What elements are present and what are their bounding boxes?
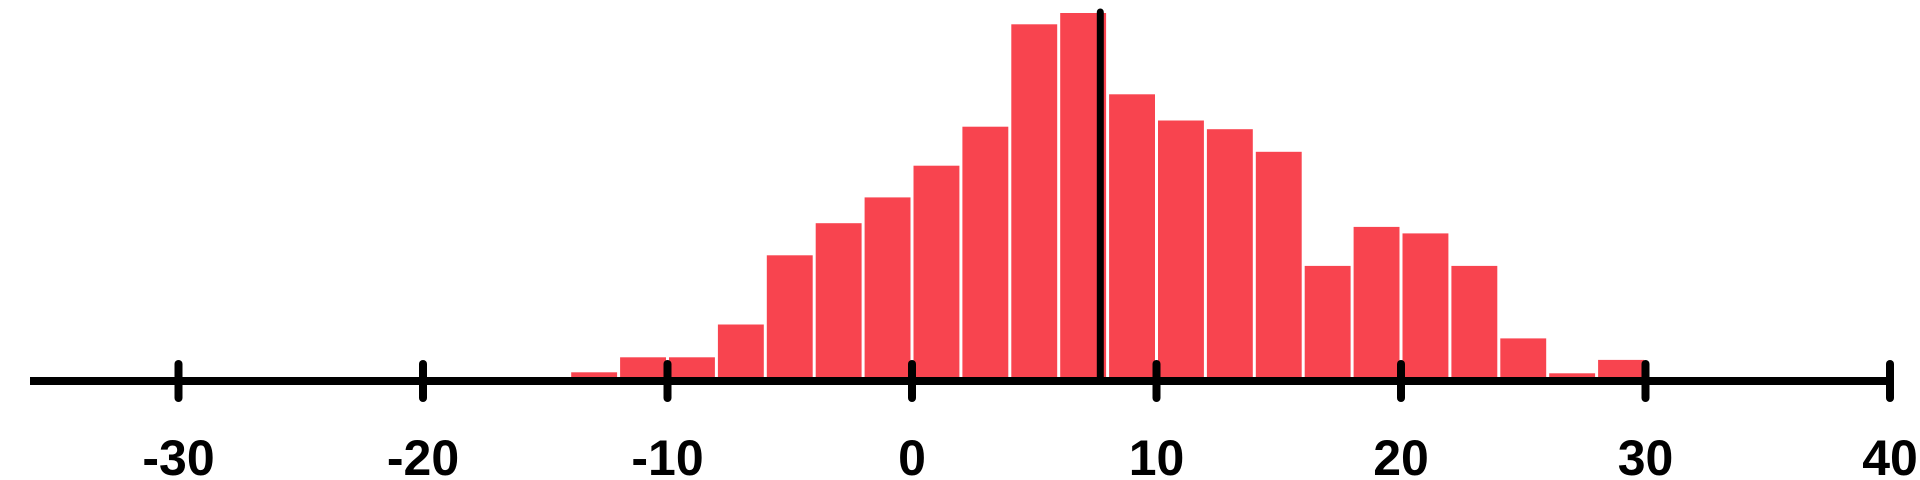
x-axis: -30 -20 -10 0 10 20 30 40: [30, 360, 1918, 480]
histogram-bar: [864, 197, 911, 381]
histogram-bar: [1011, 24, 1058, 382]
histogram-bar: [962, 126, 1009, 381]
histogram-bar: [1304, 265, 1351, 381]
histogram-bar: [669, 357, 715, 381]
x-axis-ticks: [174, 360, 1894, 402]
histogram-bar: [1109, 94, 1155, 382]
histogram-bar: [1451, 265, 1498, 381]
x-axis-tick-label: 10: [1129, 430, 1185, 480]
histogram-bar: [717, 324, 764, 381]
x-axis-tick-label: 0: [898, 430, 926, 480]
histogram-bar: [571, 372, 618, 381]
histogram-bar: [1402, 233, 1449, 381]
histogram-bar: [1158, 120, 1204, 381]
x-axis-tick-labels: -30 -20 -10 0 10 20 30 40: [142, 430, 1917, 480]
histogram-bar: [1206, 129, 1253, 381]
histogram-bars: [228, 13, 1742, 382]
histogram-bar: [620, 357, 666, 381]
x-axis-tick-label: 20: [1373, 430, 1429, 480]
histogram-bar: [1598, 359, 1644, 381]
x-axis-tick-label: 40: [1862, 430, 1918, 480]
histogram-bar: [1255, 151, 1302, 381]
histogram-bar: [1500, 338, 1547, 381]
x-axis-tick-label: -10: [631, 430, 703, 480]
histogram-bar: [913, 165, 960, 381]
x-axis-tick-label: -20: [387, 430, 459, 480]
x-axis-tick-label: -30: [142, 430, 214, 480]
histogram-bar: [1353, 226, 1400, 381]
histogram-bar: [766, 255, 813, 381]
histogram-bar: [815, 223, 862, 381]
x-axis-tick-label: 30: [1618, 430, 1674, 480]
